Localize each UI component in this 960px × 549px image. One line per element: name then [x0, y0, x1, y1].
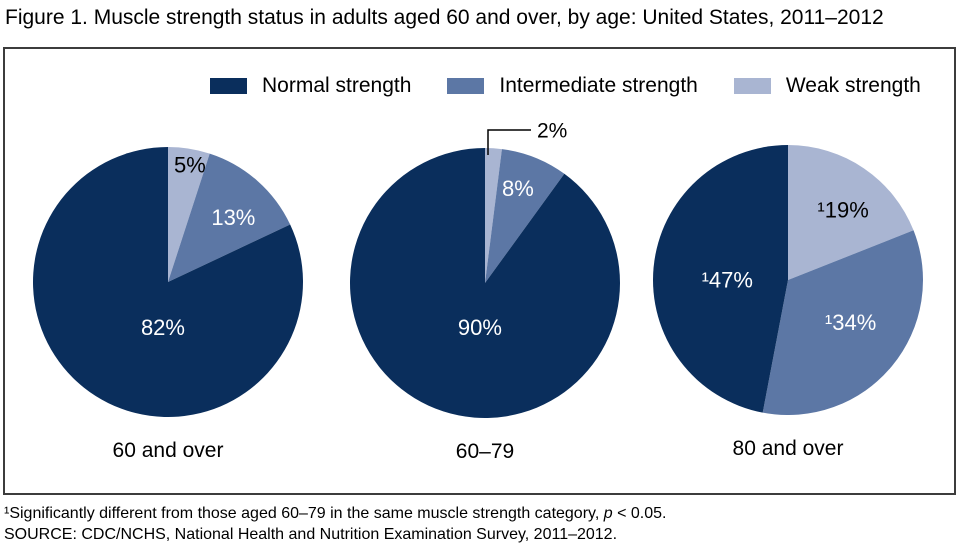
legend-label-weak-strength: Weak strength — [785, 74, 921, 97]
pie-slice-label: ¹19% — [817, 197, 868, 222]
legend-label-normal-strength: Normal strength — [262, 74, 412, 97]
pie-slice-label: 82% — [141, 315, 185, 340]
pie-slice-weak-strength — [485, 148, 502, 283]
pie-slice-intermediate-strength — [485, 149, 565, 283]
pie-slice-label: 5% — [174, 153, 206, 178]
callout-label: 2% — [537, 120, 567, 143]
pie-slice-label: 90% — [458, 315, 502, 340]
pie-slice-label: ¹34% — [825, 310, 876, 335]
legend-item-intermediate-strength: Intermediate strength — [447, 74, 698, 98]
footnote-p-symbol: p — [603, 505, 613, 522]
pie-age-label-60-79: 60–79 — [455, 440, 515, 463]
legend-item-weak-strength: Weak strength — [733, 74, 921, 98]
legend-swatch-weak-strength — [733, 78, 771, 94]
pie-chart-80-and-over: ¹19% ¹34% ¹47% 80 and over — [638, 115, 938, 460]
figure-title: Figure 1. Muscle strength status in adul… — [5, 6, 884, 29]
legend-item-normal-strength: Normal strength — [210, 74, 411, 98]
pie-slice-normal-strength — [653, 145, 788, 413]
pie-svg-80-and-over: ¹19% ¹34% ¹47% — [653, 145, 923, 415]
pie-slice-label: 13% — [211, 205, 255, 230]
footnote-significance-text: ¹Significantly different from those aged… — [4, 505, 604, 522]
pie-svg-60-and-over: 5% 13% 82% — [33, 147, 303, 417]
pie-chart-60-79: 2% 8% 90% 60–79 — [335, 118, 635, 463]
pie-slice-intermediate-strength — [168, 153, 291, 282]
pie-slice-normal-strength — [33, 147, 303, 417]
chart-legend: Normal strength Intermediate strength We… — [210, 74, 921, 98]
footnote-significance: ¹Significantly different from those aged… — [4, 503, 666, 524]
legend-label-intermediate-strength: Intermediate strength — [499, 74, 698, 97]
legend-swatch-normal-strength — [210, 78, 247, 94]
pie-slice-label: 8% — [502, 176, 534, 201]
pie-slice-normal-strength — [350, 148, 620, 418]
pie-chart-60-and-over: 5% 13% 82% 60 and over — [18, 117, 318, 462]
pie-svg-60-79: 2% 8% 90% — [350, 120, 620, 418]
pie-slice-weak-strength — [168, 147, 210, 282]
pie-age-label-80-and-over: 80 and over — [732, 437, 844, 460]
pie-slice-intermediate-strength — [762, 230, 923, 415]
legend-swatch-intermediate-strength — [447, 78, 485, 94]
footnote-source: SOURCE: CDC/NCHS, National Health and Nu… — [4, 526, 618, 543]
footnotes: ¹Significantly different from those aged… — [4, 503, 666, 545]
callout-line — [487, 129, 531, 155]
pie-slice-label: ¹47% — [702, 268, 753, 293]
chart-panel: Normal strength Intermediate strength We… — [3, 47, 956, 495]
pie-age-label-60-and-over: 60 and over — [112, 439, 224, 462]
pie-slice-weak-strength — [788, 145, 914, 280]
footnote-significance-suffix: < 0.05. — [612, 505, 667, 522]
